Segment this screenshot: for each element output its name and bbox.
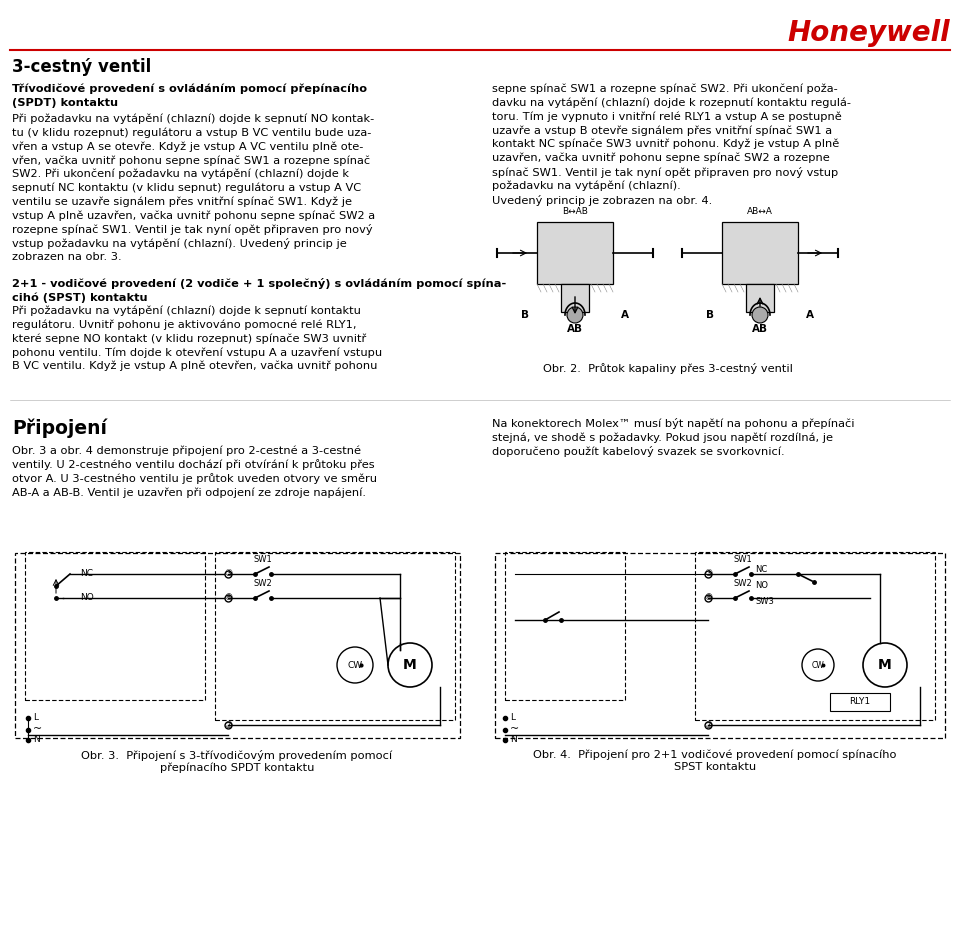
Bar — [495, 553, 945, 738]
Text: Obr. 2.  Průtok kapaliny přes 3-cestný ventil: Obr. 2. Průtok kapaliny přes 3-cestný ve… — [543, 363, 793, 374]
Bar — [830, 693, 890, 711]
Text: SW2: SW2 — [253, 579, 273, 588]
Text: 2+1 - vodičové provedení (2 vodiče + 1 společný) s ovládáním pomocí spína-
cihó : 2+1 - vodičové provedení (2 vodiče + 1 s… — [12, 278, 506, 303]
Text: N: N — [33, 735, 39, 745]
Text: ~: ~ — [510, 724, 519, 734]
Text: SW3: SW3 — [755, 598, 774, 606]
Text: Obr. 4.  Připojení pro 2+1 vodičové provedení pomocí spínacího
SPST kontaktu: Obr. 4. Připojení pro 2+1 vodičové prove… — [533, 750, 897, 772]
Circle shape — [388, 643, 432, 687]
Text: SW2: SW2 — [733, 579, 753, 588]
Text: Při požadavku na vytápění (chlazní) dojde k sepnutí NO kontak-
tu (v klidu rozep: Při požadavku na vytápění (chlazní) dojd… — [12, 114, 375, 262]
Text: 3-cestný ventil: 3-cestný ventil — [12, 58, 152, 76]
Text: SW1: SW1 — [733, 555, 753, 564]
Circle shape — [863, 643, 907, 687]
Text: B: B — [706, 310, 714, 320]
Text: sepne spínač SW1 a rozepne spínač SW2. Při ukončení poža-
davku na vytápění (chl: sepne spínač SW1 a rozepne spínač SW2. P… — [492, 84, 851, 205]
Bar — [505, 552, 625, 700]
Text: L: L — [33, 713, 38, 723]
Text: ~: ~ — [33, 724, 42, 734]
Bar — [722, 222, 798, 284]
Text: AB↔A: AB↔A — [747, 207, 773, 216]
Bar — [537, 222, 613, 284]
Bar — [561, 284, 589, 312]
Text: ③: ③ — [704, 569, 712, 579]
Bar — [215, 552, 455, 720]
Text: ⑥: ⑥ — [224, 593, 232, 603]
Bar — [695, 552, 935, 720]
Text: RLY1: RLY1 — [850, 697, 871, 707]
Text: CW: CW — [348, 660, 363, 670]
Text: ⑥: ⑥ — [704, 593, 712, 603]
Circle shape — [337, 647, 373, 683]
Text: ②: ② — [224, 721, 232, 729]
Text: Při požadavku na vytápění (chlazní) dojde k sepnutí kontaktu
regulátoru. Uvnitř : Při požadavku na vytápění (chlazní) dojd… — [12, 306, 382, 372]
Bar — [15, 553, 460, 738]
Text: ②: ② — [704, 721, 712, 729]
Circle shape — [567, 307, 583, 323]
Text: A: A — [806, 310, 814, 320]
Text: CW: CW — [811, 660, 825, 670]
Text: SW1: SW1 — [253, 555, 273, 564]
Text: NO: NO — [80, 593, 94, 603]
Text: M: M — [403, 658, 417, 672]
Text: B: B — [521, 310, 529, 320]
Bar — [746, 284, 774, 312]
Text: Obr. 3.  Připojení s 3-třívodičovým provedením pomocí
přepínacího SPDT kontaktu: Obr. 3. Připojení s 3-třívodičovým prove… — [82, 750, 393, 773]
Text: M: M — [878, 658, 892, 672]
Text: B↔AB: B↔AB — [562, 207, 588, 216]
Text: Třívodičové provedení s ovládáním pomocí přepínacího
(SPDT) kontaktu: Třívodičové provedení s ovládáním pomocí… — [12, 84, 367, 108]
Text: NO: NO — [755, 582, 768, 590]
Text: NC: NC — [80, 569, 93, 579]
Text: AB: AB — [567, 324, 583, 334]
Text: A: A — [621, 310, 629, 320]
Text: Připojení: Připojení — [12, 418, 107, 437]
Text: N: N — [510, 735, 516, 745]
Circle shape — [752, 307, 768, 323]
Text: Honeywell: Honeywell — [787, 19, 950, 47]
Text: Obr. 3 a obr. 4 demonstruje připojení pro 2-cestné a 3-cestné
ventily. U 2-cestn: Obr. 3 a obr. 4 demonstruje připojení pr… — [12, 445, 377, 498]
Text: Na konektorech Molex™ musí být napětí na pohonu a přepínači
stejná, ve shodě s p: Na konektorech Molex™ musí být napětí na… — [492, 418, 854, 457]
Text: ③: ③ — [224, 569, 232, 579]
Circle shape — [802, 649, 834, 681]
Text: L: L — [510, 713, 515, 723]
Text: NC: NC — [755, 566, 767, 574]
Text: AB: AB — [752, 324, 768, 334]
Bar — [25, 552, 205, 700]
